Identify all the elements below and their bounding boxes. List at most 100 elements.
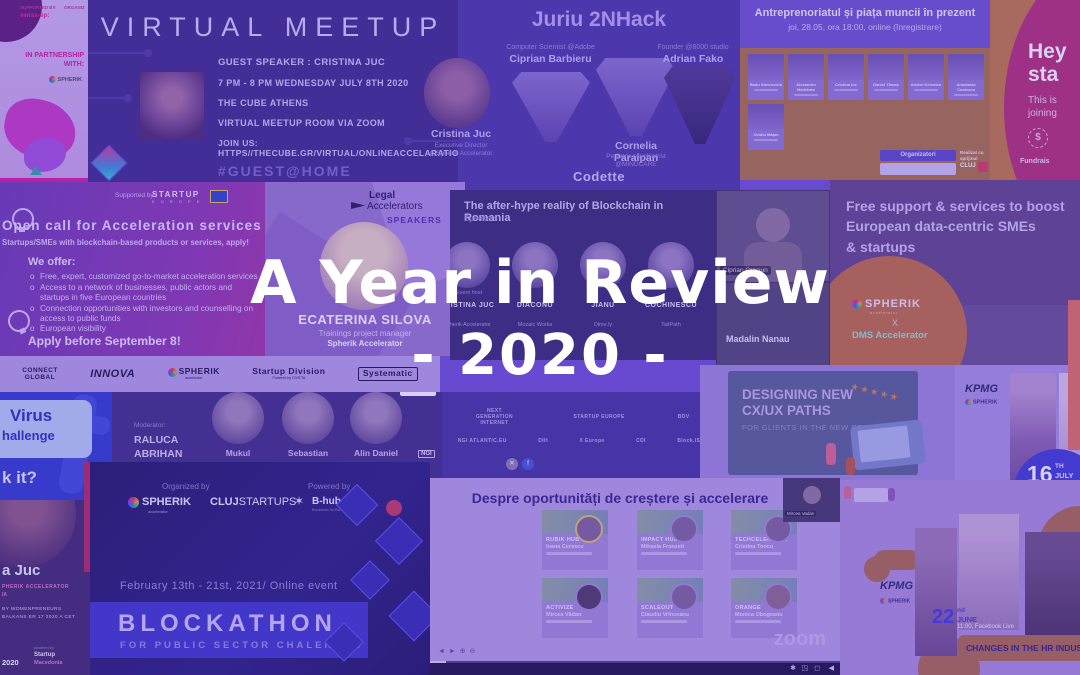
spherik-logo: SPHERIK xyxy=(852,298,921,310)
speaker-photo xyxy=(580,242,626,288)
tile-virus-challenge: Virus hallenge k it? xyxy=(0,392,112,500)
progress-bar[interactable] xyxy=(430,661,840,663)
title-line2: CX/UX PATHS xyxy=(742,403,831,419)
settings-icon[interactable]: ✱ xyxy=(790,665,796,672)
speaker-role-bar xyxy=(834,89,858,91)
hub-role-bar xyxy=(641,552,688,555)
title-line1: DESIGNING NEW xyxy=(742,387,854,402)
video-thumbnail xyxy=(716,282,830,374)
slide-nav-icons[interactable]: ◄ ► ⊕ ⊖ xyxy=(438,648,477,655)
volume-icon[interactable]: ◀ xyxy=(828,665,834,672)
speaker-photo xyxy=(868,54,904,80)
organized-by-label: ORGANIZ xyxy=(64,5,85,10)
pip-icon[interactable]: ◳ xyxy=(801,665,808,672)
panel-title: The after-hype reality of Blockchain in … xyxy=(464,200,664,224)
event-host-label: Event host xyxy=(456,290,482,296)
speaker-card: Radu Stoicoviciu xyxy=(748,54,784,100)
speaker-card: Daniel Tămaș xyxy=(868,54,904,100)
speaker-org: Dime.ly xyxy=(593,322,613,328)
organizers-label: Organizatori xyxy=(880,150,956,161)
speaker-name: a Juc xyxy=(2,562,41,579)
speaker-photo xyxy=(648,242,694,288)
tile-kpmg-hr: KPMG SPHERIK 22 nd JUNE 11:00, Facebook … xyxy=(840,480,1080,675)
kpmg-logo: KPMG xyxy=(965,383,998,395)
partner-logos-strip: CONNECT GLOBAL INNOVA SPHERIK accelerator … xyxy=(0,356,440,392)
speaker-name: Radu Stoicoviciu xyxy=(749,82,783,87)
antre-title: Antreprenoriatul și piața muncii în prez… xyxy=(754,7,976,19)
cluj-logo: CLUJ xyxy=(960,163,976,169)
speaker-role-bar xyxy=(914,89,938,91)
systematic-logo: Systematic xyxy=(357,367,418,381)
speaker-name: Andrei Kelemen xyxy=(910,82,942,87)
speaker-name: DIACONU xyxy=(516,302,554,309)
hub-card: ORANGE Monica Obogeanu xyxy=(731,578,797,638)
hub-org: ACTIVIZE xyxy=(546,605,574,611)
virus-label-box xyxy=(0,400,92,458)
speaker-name: ECATERINA SILOVA xyxy=(298,312,432,327)
circuit-line xyxy=(88,97,126,99)
spherik-dot-icon xyxy=(128,496,139,508)
video-player-bar[interactable]: ✱ ◳ ◻ ◀ xyxy=(430,661,840,675)
antre-header: Antreprenoriatul și piața muncii în prez… xyxy=(740,0,990,48)
zoom-watermark: zoom xyxy=(773,628,826,650)
speaker-photo xyxy=(450,242,490,288)
speaker-country: IA xyxy=(2,592,7,598)
legal-brand-line1: Legal xyxy=(369,190,396,201)
speakers-label: SPEAKERS xyxy=(387,215,442,225)
speaker-name: Ovidiu Mățan xyxy=(753,132,779,137)
logos-row1: NEXT GENERATION INTERNET STARTUP EUROPE … xyxy=(442,408,716,426)
logos-row2: NGI ATLANTIC.EU DIH X Europe CDI Block.I… xyxy=(442,438,716,444)
speaker-card: Andrei Kelemen xyxy=(908,54,944,100)
speaker-role-bar xyxy=(874,89,898,91)
speaker-photo xyxy=(908,54,944,80)
logo-label: SPHERIK xyxy=(178,366,220,377)
logo-text: INNOVA xyxy=(90,367,136,380)
juror-role: Computer Scientist @Adobe xyxy=(506,44,595,51)
spherik-dot-icon xyxy=(167,367,177,377)
event-detail: BY WOMENPRENEURS BALKANS ER 17 2020 A CE… xyxy=(2,607,76,621)
event-year: 2020 xyxy=(2,658,19,667)
participant-avatar xyxy=(803,486,821,504)
ngi-badge: NGI xyxy=(418,450,435,458)
speaker-photo xyxy=(282,392,334,444)
event-time-line: 7 PM - 8 PM WEDNESDAY JULY 8TH 2020 xyxy=(218,78,409,88)
hub-card: SCALEOUT Claudiu Vrînceanu xyxy=(637,578,703,638)
logo-sub: Powered by CIVITTA xyxy=(272,375,306,380)
apply-deadline: Apply before September 8! xyxy=(28,334,181,348)
speaker-org: Spherik Accelerator xyxy=(327,339,403,348)
hub-role-bar xyxy=(735,552,782,555)
hub-photo xyxy=(575,583,603,611)
bhub-star-icon: ✶ xyxy=(294,494,305,508)
speaker-role-bar xyxy=(954,94,978,96)
juror-name: Cornelia Paraipan xyxy=(613,140,659,164)
hub-photo xyxy=(670,583,698,611)
hub-org: TECHCELERATOR xyxy=(735,537,788,543)
spherik-label: SPHERIK xyxy=(142,496,191,508)
guest-speaker-line: GUEST SPEAKER : CRISTINA JUC xyxy=(218,57,386,68)
speaker-photo xyxy=(915,528,957,656)
bullet-marker: o xyxy=(30,304,35,313)
spherik-label: SPHERIK xyxy=(865,298,921,310)
hub-org: RUBIK HUB xyxy=(546,537,580,543)
logo-text: Systematic xyxy=(357,367,418,381)
tile-legal-accelerators: Legal Accelerators SPEAKERS ECATERINA SI… xyxy=(265,182,465,356)
hub-person: Cristina Toncu xyxy=(735,544,774,550)
tile-ngi-logos: NEXT GENERATION INTERNET STARTUP EUROPE … xyxy=(442,392,716,482)
speaker-name: COCHINESCU xyxy=(644,302,698,309)
support-label: Realizat cu sprijinul xyxy=(960,150,984,161)
speaker-org: Mozaic Works xyxy=(517,322,553,328)
speaker-role-bar xyxy=(794,94,818,96)
circuit-node xyxy=(144,49,152,57)
speaker-photo xyxy=(948,54,984,80)
fullscreen-icon[interactable]: ◻ xyxy=(814,665,820,672)
title-line1: A Year in Review xyxy=(250,248,830,318)
hey-title-line1: Hey xyxy=(1028,40,1067,63)
hub-person: Ioana Cerescu xyxy=(546,544,584,550)
designing-subtitle: FOR CLIENTS IN THE NEW REALITY xyxy=(742,423,887,432)
speaker-photo xyxy=(212,392,264,444)
dih-logo: DIH xyxy=(538,438,549,444)
xeurope-logo: X Europe xyxy=(579,438,605,444)
decor-logo-box xyxy=(400,392,436,396)
spherik-dot-icon xyxy=(880,598,886,604)
